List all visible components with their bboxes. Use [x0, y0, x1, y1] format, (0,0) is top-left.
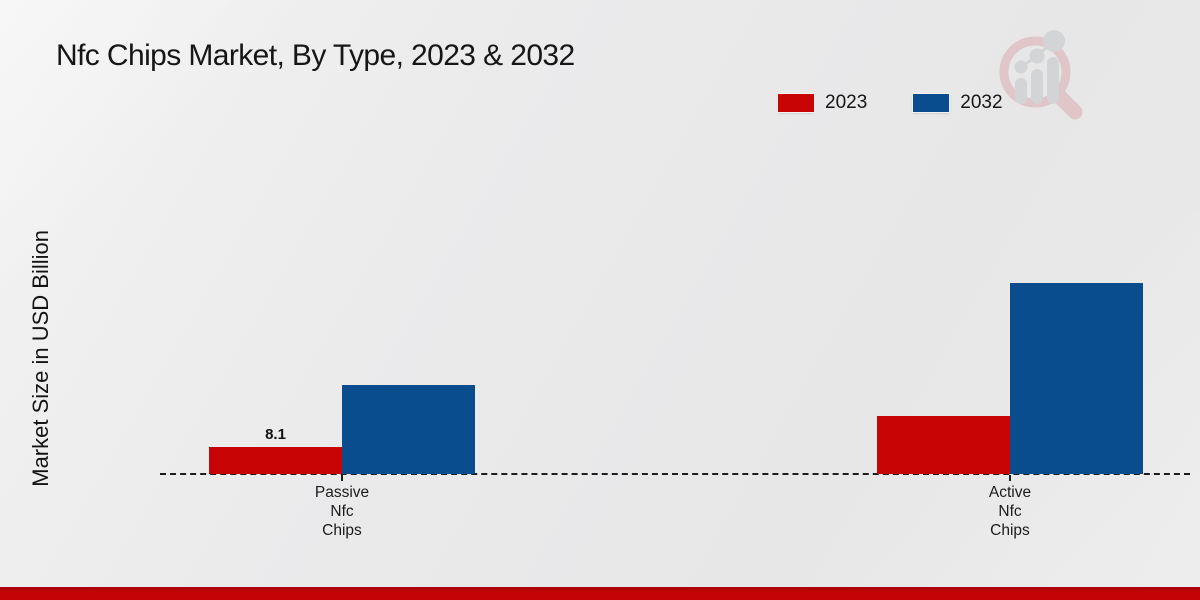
legend-label-2032: 2032 [960, 92, 1003, 113]
legend-item-2023: 2023 [778, 92, 867, 114]
legend-swatch-2023 [778, 94, 814, 112]
legend: 2023 2032 [778, 92, 1003, 114]
bar-2023-category-1 [877, 416, 1010, 474]
bar-value-label: 8.1 [265, 426, 286, 443]
legend-label-2023: 2023 [825, 92, 868, 113]
category-label-1: Active Nfc Chips [988, 484, 1032, 539]
chart-title: Nfc Chips Market, By Type, 2023 & 2032 [56, 39, 575, 72]
footer-accent-band [0, 587, 1200, 600]
y-axis-label: Market Size in USD Billion [28, 229, 53, 487]
market-research-magnifier-logo-icon [999, 30, 1083, 120]
legend-item-2032: 2032 [913, 92, 1003, 114]
y-axis-label-wrap: Market Size in USD Billion [18, 178, 64, 538]
legend-swatch-2032 [913, 94, 950, 112]
bar-2023-category-0 [209, 447, 342, 474]
category-label-0: Passive Nfc Chips [314, 484, 370, 539]
bar-2032-category-0 [342, 385, 475, 474]
x-axis-tick-0 [341, 475, 343, 481]
bar-2032-category-1 [1010, 283, 1143, 474]
x-axis-tick-1 [1009, 475, 1011, 481]
x-axis-baseline [160, 473, 1190, 475]
